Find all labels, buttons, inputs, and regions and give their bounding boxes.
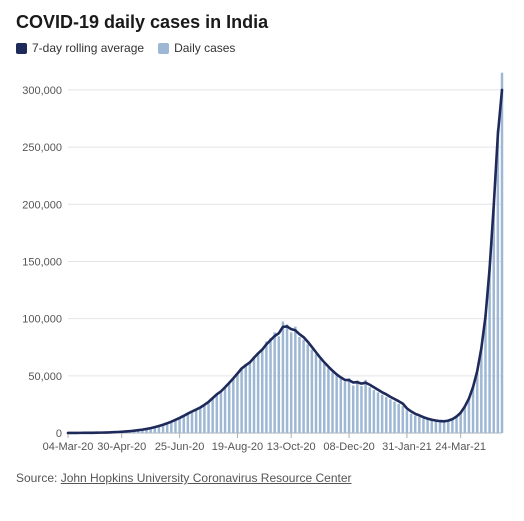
svg-text:08-Dec-20: 08-Dec-20 [323,441,374,453]
svg-text:30-Apr-20: 30-Apr-20 [97,441,146,453]
source-link[interactable]: John Hopkins University Coronavirus Reso… [61,471,352,485]
source-line: Source: John Hopkins University Coronavi… [16,471,508,485]
legend-label-rolling: 7-day rolling average [32,41,144,55]
chart-title: COVID-19 daily cases in India [16,12,508,33]
legend-item-daily: Daily cases [158,41,235,55]
legend-swatch-daily [158,43,169,54]
svg-text:150,000: 150,000 [22,256,62,268]
svg-text:04-Mar-20: 04-Mar-20 [43,441,94,453]
chart-svg: 0 50,000 100,000 150,000 200,000 250,000 300,0… [16,61,508,461]
svg-text:50,000: 50,000 [28,371,62,383]
svg-text:200,000: 200,000 [22,199,62,211]
svg-text:31-Jan-21: 31-Jan-21 [382,441,432,453]
svg-text:250,000: 250,000 [22,142,62,154]
svg-text:13-Oct-20: 13-Oct-20 [267,441,316,453]
legend-label-daily: Daily cases [174,41,235,55]
legend-item-rolling: 7-day rolling average [16,41,144,55]
source-prefix: Source: [16,471,61,485]
svg-text:0: 0 [56,428,62,440]
svg-text:300,000: 300,000 [22,85,62,97]
legend: 7-day rolling average Daily cases [16,41,508,55]
svg-text:24-Mar-21: 24-Mar-21 [435,441,486,453]
legend-swatch-rolling [16,43,27,54]
svg-text:25-Jun-20: 25-Jun-20 [155,441,205,453]
chart-card: COVID-19 daily cases in India 7-day roll… [0,0,524,521]
svg-text:19-Aug-20: 19-Aug-20 [212,441,263,453]
chart-plot: 0 50,000 100,000 150,000 200,000 250,000 300,0… [16,61,508,461]
svg-text:100,000: 100,000 [22,314,62,326]
